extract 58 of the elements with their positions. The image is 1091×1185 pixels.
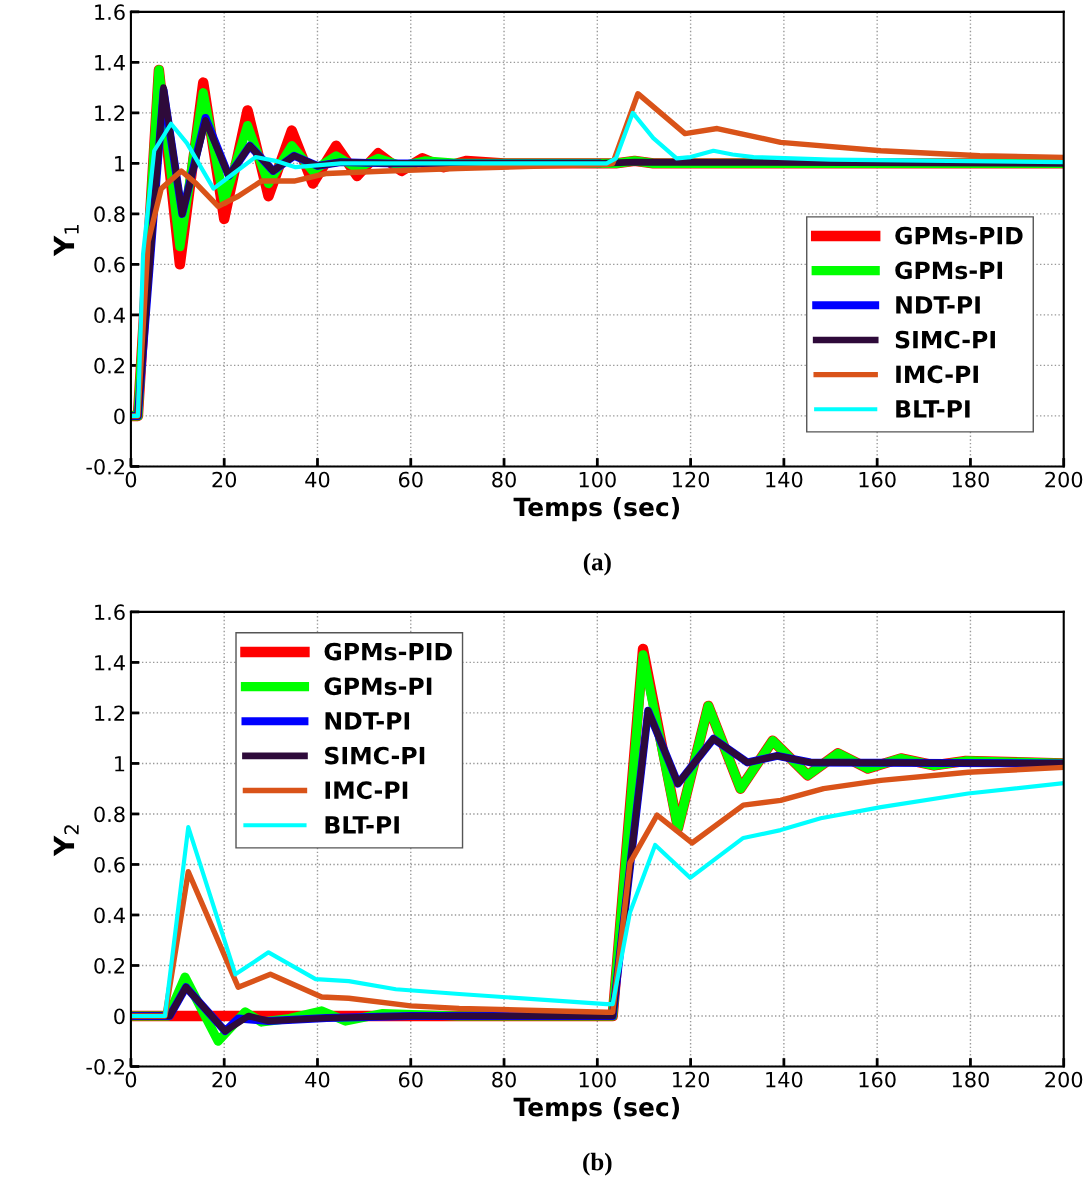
x-tick-label: 200 — [1045, 1071, 1083, 1088]
x-tick-label: 100 — [579, 471, 616, 488]
y-tick-label: 0.2 — [94, 357, 124, 374]
x-tick-label: 40 — [305, 1071, 330, 1088]
x-tick-label: 20 — [212, 471, 237, 488]
legend-label: SIMC-PI — [325, 746, 425, 765]
x-tick-label: 140 — [766, 471, 803, 488]
legend-label: NDT-PI — [896, 296, 980, 314]
y-tick-label: 0.4 — [94, 307, 125, 324]
y-tick-label: 0 — [114, 1008, 125, 1025]
y-tick-label: 1.6 — [95, 4, 125, 21]
legend-label: IMC-PI — [325, 781, 408, 800]
text: (a) — [583, 552, 611, 576]
y-tick-label: 1 — [115, 756, 125, 772]
x-tick-label: 80 — [492, 471, 516, 488]
x-tick-label: 100 — [579, 1071, 616, 1088]
legend-label: GPMs-PID — [895, 226, 1023, 245]
x-tick-label: 40 — [305, 471, 330, 488]
legend-label: GPMs-PI — [895, 261, 1003, 280]
x-axis-title: Temps (sec) — [513, 497, 680, 522]
y-tick-label: 1.2 — [95, 705, 124, 721]
x-tick-label: 120 — [673, 471, 710, 488]
x-tick-label: 20 — [212, 1071, 237, 1088]
legend-label: GPMs-PI — [324, 677, 432, 696]
x-tick-label: 200 — [1045, 471, 1083, 488]
y-tick-label: 0.6 — [94, 256, 125, 273]
y-tick-label: 0.8 — [94, 806, 125, 823]
y-tick-label: 0.2 — [94, 957, 124, 974]
y-tick-label: -0.2 — [86, 458, 124, 475]
legend-label: NDT-PI — [325, 712, 410, 730]
text: (b) — [583, 1152, 612, 1176]
y-tick-label: 0.4 — [94, 907, 125, 924]
y-tick-label: 0.8 — [94, 206, 125, 223]
x-tick-label: 80 — [492, 1071, 516, 1088]
x-tick-label: 180 — [952, 471, 989, 488]
legend-label: SIMC-PI — [895, 330, 995, 349]
y-tick-label: 1.4 — [95, 655, 125, 671]
legend-label: GPMs-PID — [324, 642, 452, 661]
y-tick-label: 0 — [114, 408, 125, 425]
y-tick-label: 1.4 — [95, 55, 125, 71]
x-tick-label: 60 — [398, 1071, 423, 1088]
y-tick-label: 0.6 — [94, 856, 125, 873]
x-axis-title: Temps (sec) — [513, 1097, 680, 1122]
y-tick-label: -0.2 — [86, 1058, 124, 1075]
y-tick-label: 1.2 — [95, 105, 124, 121]
legend-label: BLT-PI — [325, 816, 399, 834]
x-tick-label: 180 — [952, 1071, 989, 1088]
y-axis-title: Y$_{2}$ — [53, 825, 79, 857]
x-tick-label: 140 — [766, 1071, 803, 1088]
y-tick-label: 1.6 — [95, 604, 125, 621]
y-axis-title: Y$_{1}$ — [53, 224, 79, 257]
x-tick-label: 160 — [859, 471, 896, 488]
x-tick-label: 120 — [673, 1071, 710, 1088]
y-tick-label: 1 — [115, 156, 125, 172]
x-tick-label: 60 — [398, 471, 423, 488]
legend-label: BLT-PI — [896, 400, 970, 418]
x-tick-label: 160 — [859, 1071, 896, 1088]
legend-label: IMC-PI — [896, 365, 978, 384]
